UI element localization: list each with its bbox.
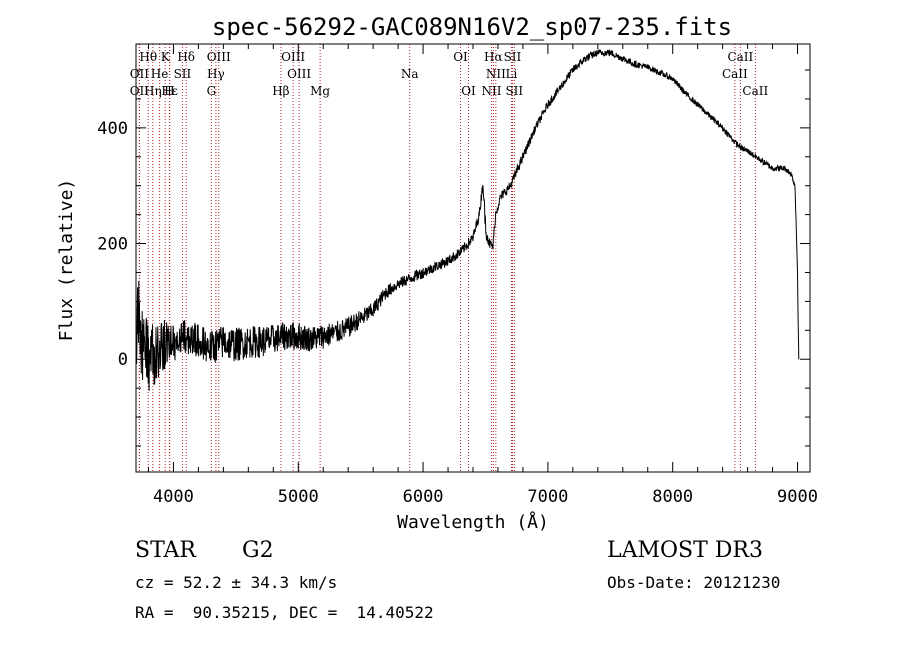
y-tick-label: 0	[118, 350, 128, 370]
x-axis-ticks: 4000 5000 6000 7000 8000 9000	[147, 44, 818, 507]
marker-label: Hδ	[177, 50, 195, 64]
marker-label: OIII	[287, 67, 311, 81]
line-markers	[138, 44, 756, 472]
marker-label: OI	[461, 84, 476, 98]
x-axis-label: Wavelength (Å)	[397, 511, 549, 533]
marker-label: OIII	[207, 50, 231, 64]
x-tick-label: 5000	[278, 487, 319, 507]
marker-label: Hε	[161, 84, 178, 98]
marker-label: CaII	[722, 67, 748, 81]
redshift-value: cz = 52.2 ± 34.3 km/s	[135, 573, 338, 592]
object-type: STAR	[135, 538, 196, 563]
plot-frame	[135, 43, 811, 473]
marker-label: OI	[453, 50, 468, 64]
x-tick-label: 6000	[403, 487, 444, 507]
marker-label: Na	[401, 67, 419, 81]
y-axis-ticks: 0 200 400	[97, 69, 810, 447]
y-axis-label: Flux (relative)	[56, 179, 77, 342]
coordinates: RA = 90.35215, DEC = 14.40522	[135, 603, 434, 622]
survey-name: LAMOST DR3	[607, 538, 763, 563]
y-tick-label: 200	[97, 235, 128, 255]
marker-label: Hθ	[139, 50, 157, 64]
marker-label: Hη	[144, 84, 162, 98]
chart-title: spec-56292-GAC089N16V2_sp07-235.fits	[212, 13, 732, 41]
marker-label: OII	[130, 67, 150, 81]
x-tick-label: 7000	[527, 487, 568, 507]
marker-label: Hα	[484, 50, 503, 64]
marker-label: H	[164, 84, 174, 98]
marker-label: SII	[504, 50, 522, 64]
marker-label: Hβ	[272, 84, 289, 98]
y-tick-label: 400	[97, 119, 128, 139]
marker-label: SII	[505, 84, 523, 98]
x-tick-label: 4000	[153, 487, 194, 507]
spectrum-line	[135, 49, 800, 391]
marker-label: OIII	[281, 50, 305, 64]
observation-date: Obs-Date: 20121230	[607, 573, 781, 592]
marker-label: CaII	[742, 84, 768, 98]
marker-label: Mg	[310, 84, 330, 98]
marker-label: He	[151, 67, 169, 81]
marker-label: CaII	[727, 50, 753, 64]
marker-label: SII	[174, 67, 192, 81]
marker-label: Hγ	[207, 67, 225, 81]
marker-label: G	[207, 84, 217, 98]
marker-label: NII	[486, 67, 506, 81]
marker-label: OII	[130, 84, 150, 98]
x-tick-label: 8000	[652, 487, 693, 507]
x-tick-label: 9000	[777, 487, 818, 507]
marker-label: K	[161, 50, 171, 64]
marker-label: NII	[481, 84, 501, 98]
marker-label: Li	[506, 67, 518, 81]
spectral-subclass: G2	[242, 538, 274, 563]
